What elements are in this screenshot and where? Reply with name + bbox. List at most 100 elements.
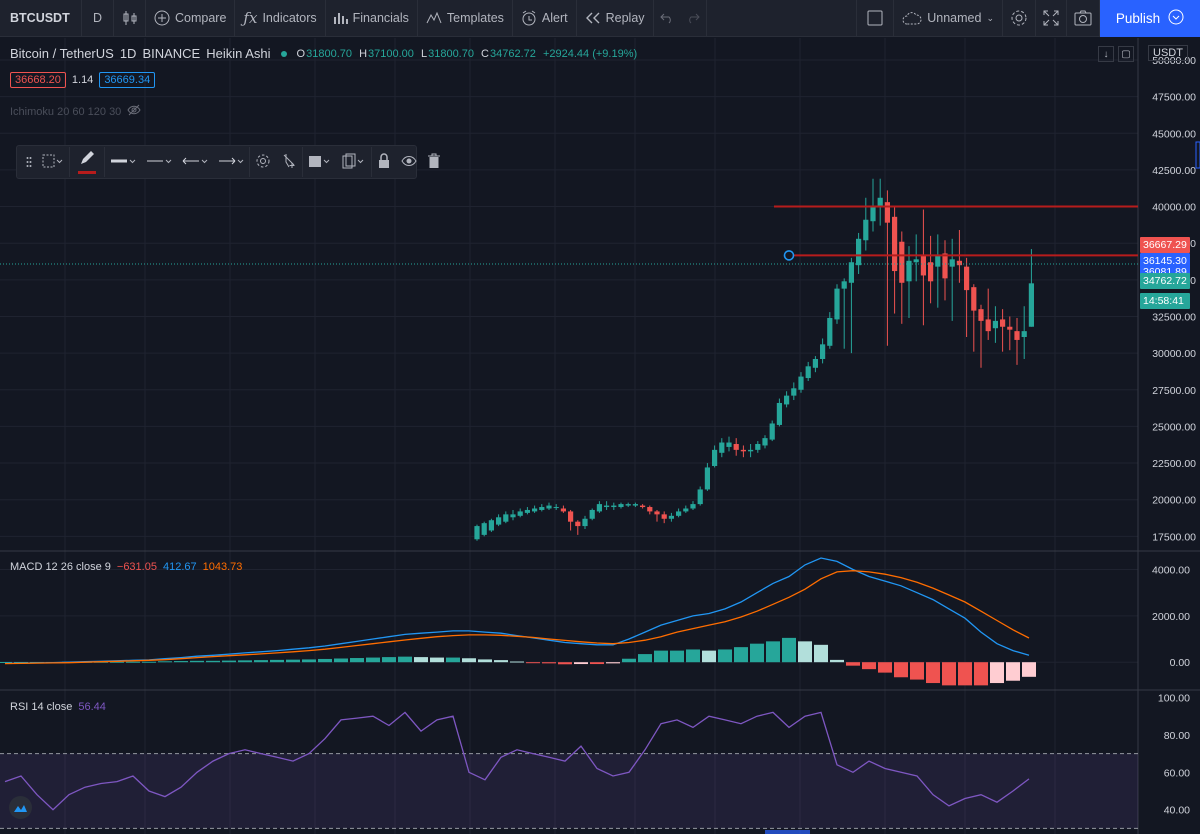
add-alert-button[interactable]: [276, 147, 302, 177]
market-open-dot: [280, 50, 287, 57]
compare-label: Compare: [175, 11, 227, 25]
line-width-button[interactable]: [105, 147, 141, 177]
line-start-button[interactable]: [177, 147, 213, 177]
macd-histogram-bar: [446, 657, 460, 663]
macd-histogram-bar: [382, 657, 396, 663]
compare-button[interactable]: Compare: [146, 0, 236, 37]
line-end-button[interactable]: [213, 147, 249, 177]
price-tick-label: 40000.00: [1152, 202, 1196, 214]
alert-button[interactable]: Alert: [513, 0, 577, 37]
macd-histogram-bar: [270, 659, 284, 663]
fullscreen-icon: [1043, 10, 1059, 26]
financials-label: Financials: [352, 11, 409, 25]
macd-histogram-bar: [622, 658, 636, 663]
candle-body: [625, 504, 631, 506]
candle-body: [956, 260, 962, 266]
candle-body: [884, 202, 890, 223]
drag-handle[interactable]: [21, 147, 37, 177]
candle-body: [971, 287, 977, 311]
settings-button[interactable]: [249, 147, 276, 177]
buy-price[interactable]: 36669.34: [99, 72, 156, 88]
redo-button[interactable]: [680, 0, 707, 37]
maximize-pane-icon[interactable]: ▢: [1118, 46, 1134, 62]
candle-body: [517, 511, 523, 516]
symbol-title[interactable]: Bitcoin / TetherUS: [10, 46, 114, 61]
candle-body: [776, 402, 782, 425]
macd-histogram-bar: [974, 662, 988, 686]
chart-container[interactable]: 50000.00 47500.00 45000.00 42500.00 40000.00…: [0, 38, 1200, 834]
rsi-axis-ticks: 100.00 80.00 60.00 40.00: [1158, 692, 1190, 816]
price-tick-label: 42500.00: [1152, 165, 1196, 177]
undo-icon: [659, 12, 674, 24]
indicators-label: Indicators: [262, 11, 317, 25]
publish-dropdown-icon[interactable]: [1168, 9, 1184, 28]
candle-body: [964, 266, 970, 291]
templates-icon: [426, 11, 442, 25]
publish-button[interactable]: Publish: [1100, 0, 1200, 37]
lock-button[interactable]: [371, 147, 396, 177]
undo-button[interactable]: [654, 0, 680, 37]
macd-histogram-bar: [1022, 662, 1036, 677]
red-line-price-label: 36667.29: [1140, 237, 1190, 254]
sell-price[interactable]: 36668.20: [10, 72, 66, 88]
templates-button[interactable]: Templates: [418, 0, 513, 37]
candle-body: [661, 514, 667, 519]
candle-body: [769, 423, 775, 440]
template-button[interactable]: [37, 147, 69, 177]
candle-body: [618, 504, 624, 508]
macd-histogram-bar: [142, 661, 156, 663]
drawing-anchor-handle[interactable]: [783, 250, 795, 261]
candle-body: [863, 219, 869, 241]
top-toolbar: BTCUSDT D Compare ƒx Indicators Financia…: [0, 0, 1200, 37]
symbol-search[interactable]: BTCUSDT: [0, 0, 82, 37]
fullscreen-button[interactable]: [1036, 0, 1067, 37]
financials-button[interactable]: Financials: [326, 0, 418, 37]
macd-histogram-bar: [910, 662, 924, 680]
clone-button[interactable]: [337, 147, 371, 177]
line-style-button[interactable]: [141, 147, 177, 177]
price-tick-label: 20000.00: [1152, 495, 1196, 507]
spread-value: 1.14: [71, 74, 94, 86]
macd-legend[interactable]: MACD 12 26 close 9 −631.05 412.67 1043.7…: [10, 561, 242, 573]
arrow-down-icon[interactable]: ↓: [1098, 46, 1114, 62]
scroll-marker[interactable]: [1195, 141, 1200, 169]
rsi-tick-label: 40.00: [1164, 805, 1190, 817]
bar-chart-icon: [333, 11, 348, 25]
macd-histogram-bar: [510, 661, 524, 663]
macd-histogram-bar: [814, 644, 828, 663]
currency-button[interactable]: USDT: [1148, 45, 1188, 61]
layout-menu[interactable]: Unnamed ⌄: [894, 0, 1003, 37]
indicators-button[interactable]: ƒx Indicators: [235, 0, 326, 37]
candle-body: [575, 521, 581, 527]
eye-crossed-icon[interactable]: [127, 104, 141, 119]
chart-type-button[interactable]: [114, 0, 146, 37]
rsi-legend[interactable]: RSI 14 close 56.44: [10, 701, 106, 713]
chevron-down-icon: ⌄: [986, 12, 994, 23]
ichimoku-legend[interactable]: Ichimoku 20 60 120 30: [10, 104, 141, 119]
rsi-tick-label: 60.00: [1164, 767, 1190, 779]
hide-button[interactable]: [396, 147, 422, 177]
interval-button[interactable]: D: [82, 0, 114, 37]
settings-button[interactable]: [1003, 0, 1036, 37]
tradingview-logo[interactable]: [9, 796, 32, 819]
gear-icon: [1010, 9, 1028, 27]
visual-order-button[interactable]: [302, 147, 337, 177]
candle-body: [488, 520, 494, 531]
replay-button[interactable]: Replay: [577, 0, 654, 37]
rsi-tick-label: 100.00: [1158, 692, 1190, 704]
candle-body: [870, 206, 876, 222]
candle-body: [913, 259, 919, 263]
plus-circle-icon: [154, 10, 170, 26]
candle-body: [539, 507, 545, 510]
redo-icon: [686, 12, 700, 24]
color-button[interactable]: [69, 147, 105, 177]
multi-layout-button[interactable]: [856, 0, 895, 37]
remove-button[interactable]: [422, 147, 446, 177]
line-style-icon: [146, 155, 172, 169]
snapshot-button[interactable]: [1067, 0, 1100, 37]
candle-body: [834, 288, 840, 320]
line-start-icon: [182, 155, 208, 169]
candle-body: [740, 449, 746, 452]
rsi-band: [0, 753, 1138, 829]
macd-histogram-bar: [126, 661, 140, 663]
